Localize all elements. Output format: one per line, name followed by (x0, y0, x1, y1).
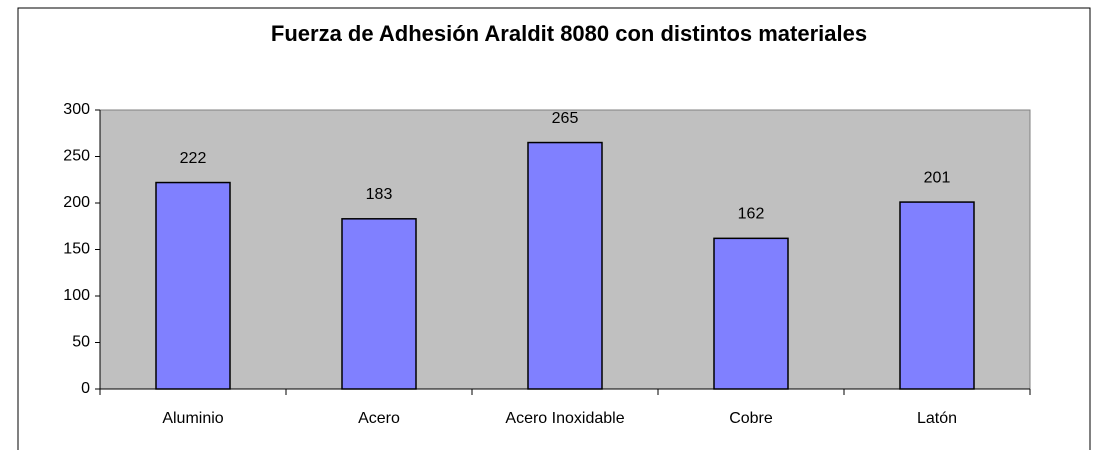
y-tick-label: 150 (63, 241, 90, 258)
x-tick-label: Aluminio (162, 410, 223, 427)
y-tick-label: 300 (63, 101, 90, 118)
bar (899, 201, 975, 390)
chart-title: Fuerza de Adhesión Araldit 8080 con dist… (271, 21, 867, 46)
x-tick-label: Latón (917, 410, 957, 427)
data-label: 183 (366, 186, 393, 203)
y-tick-label: 250 (63, 148, 90, 165)
y-tick-label: 50 (72, 334, 90, 351)
bar (527, 141, 603, 390)
bar (341, 218, 417, 390)
y-tick-label: 200 (63, 194, 90, 211)
data-label: 162 (738, 206, 765, 223)
data-label: 201 (924, 169, 951, 186)
data-label: 265 (552, 110, 579, 127)
y-tick-label: 100 (63, 287, 90, 304)
y-tick-label: 0 (81, 380, 90, 397)
bar (713, 237, 789, 390)
data-label: 222 (180, 150, 207, 167)
x-tick-label: Cobre (729, 410, 773, 427)
x-tick-label: Acero Inoxidable (505, 410, 624, 427)
bar (155, 181, 231, 390)
x-tick-label: Acero (358, 410, 400, 427)
